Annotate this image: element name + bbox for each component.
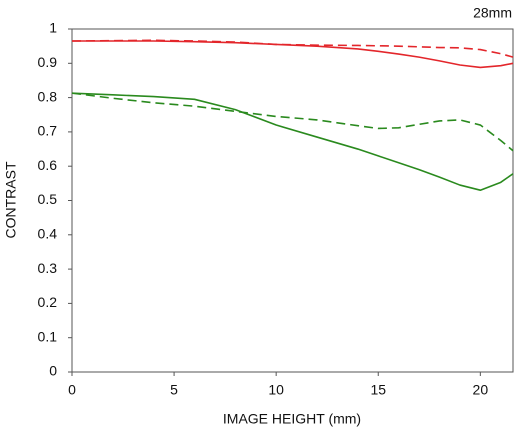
mtf-curve (71, 39, 514, 58)
y-tick-label: 0.1 (38, 328, 58, 344)
x-tick-label: 15 (370, 382, 386, 398)
x-tick-label: 5 (170, 382, 178, 398)
y-tick-label: 0.8 (38, 88, 58, 104)
y-tick-label: 0.3 (38, 260, 58, 276)
y-tick-label: 0.6 (38, 157, 58, 173)
mtf-curve (71, 92, 514, 152)
x-tick-label: 10 (268, 382, 284, 398)
x-axis-title: IMAGE HEIGHT (mm) (223, 411, 361, 427)
y-tick-label: 0.4 (38, 226, 58, 242)
focal-length: 28mm (473, 5, 512, 21)
plot-frame (71, 28, 514, 373)
y-tick-label: 0.7 (38, 123, 58, 139)
y-tick-label: 0 (49, 363, 57, 379)
mtf-curve (71, 92, 514, 192)
y-axis-title: CONTRAST (3, 161, 19, 238)
y-tick-label: 1 (49, 20, 57, 36)
y-tick-label: 0.9 (38, 54, 58, 70)
mtf-curve (72, 40, 514, 69)
x-tick-label: 20 (473, 382, 489, 398)
y-tick-label: 0.2 (38, 294, 58, 310)
y-tick-label: 0.5 (38, 191, 58, 207)
x-tick-label: 0 (68, 382, 76, 398)
